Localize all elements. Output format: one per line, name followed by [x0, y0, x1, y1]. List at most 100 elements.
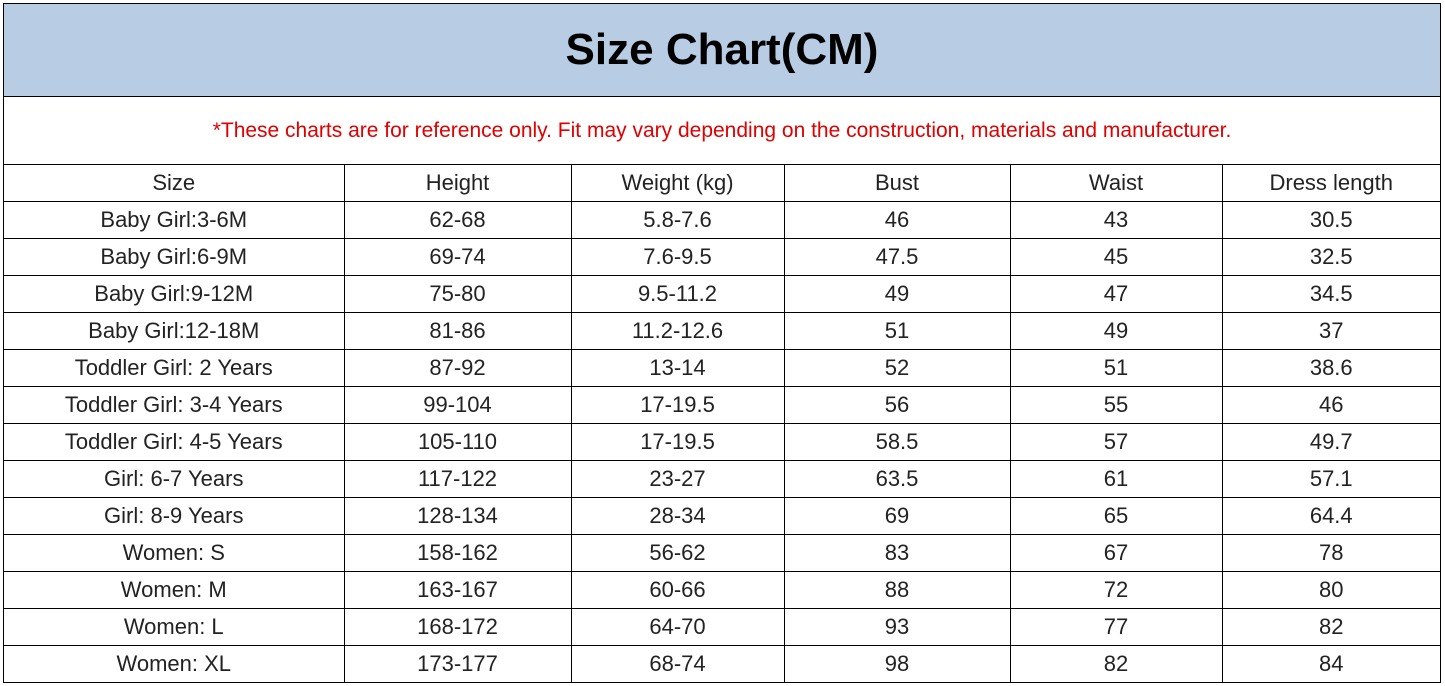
cell: Toddler Girl: 2 Years: [4, 349, 345, 387]
cell: Women: S: [4, 534, 345, 572]
cell: Baby Girl:3-6M: [4, 201, 345, 239]
header-cell: Size: [4, 165, 345, 202]
cell: 63.5: [783, 460, 1011, 498]
cell: 78: [1221, 534, 1440, 572]
cell: 45: [1009, 238, 1223, 276]
cell: 72: [1009, 571, 1223, 609]
size-chart: Size Chart(CM) *These charts are for ref…: [3, 3, 1441, 683]
cell: Toddler Girl: 3-4 Years: [4, 386, 345, 424]
cell: 84: [1221, 645, 1440, 682]
cell: 98: [783, 645, 1011, 682]
cell: 62-68: [343, 201, 572, 239]
cell: 49: [1009, 312, 1223, 350]
cell: 60-66: [570, 571, 785, 609]
cell: 83: [783, 534, 1011, 572]
cell: Baby Girl:12-18M: [4, 312, 345, 350]
cell: 56-62: [570, 534, 785, 572]
cell: 57: [1009, 423, 1223, 461]
cell: 117-122: [343, 460, 572, 498]
cell: Baby Girl:6-9M: [4, 238, 345, 276]
header-row: Size Height Weight (kg) Bust Waist Dress leng…: [4, 165, 1440, 202]
cell: 28-34: [570, 497, 785, 535]
cell: 168-172: [343, 608, 572, 646]
note: *These charts are for reference only. Fi…: [4, 97, 1440, 165]
cell: 173-177: [343, 645, 572, 682]
cell: 46: [783, 201, 1011, 239]
data-row: Toddler Girl: 2 Years 87-92 13-14 52 51 38.6: [4, 349, 1440, 387]
cell: 68-74: [570, 645, 785, 682]
cell: 77: [1009, 608, 1223, 646]
cell: 13-14: [570, 349, 785, 387]
cell: 38.6: [1221, 349, 1440, 387]
cell: Toddler Girl: 4-5 Years: [4, 423, 345, 461]
cell: 80: [1221, 571, 1440, 609]
cell: 47: [1009, 275, 1223, 313]
title: Size Chart(CM): [4, 4, 1440, 97]
data-row: Girl: 8-9 Years 128-134 28-34 69 65 64.4: [4, 497, 1440, 535]
cell: 17-19.5: [570, 423, 785, 461]
cell: 75-80: [343, 275, 572, 313]
data-row: Women: M 163-167 60-66 88 72 80: [4, 571, 1440, 609]
data-row: Women: XL 173-177 68-74 98 82 84: [4, 645, 1440, 682]
cell: 128-134: [343, 497, 572, 535]
data-row: Baby Girl:12-18M 81-86 11.2-12.6 51 49 37: [4, 312, 1440, 350]
cell: 67: [1009, 534, 1223, 572]
cell: 64-70: [570, 608, 785, 646]
cell: 17-19.5: [570, 386, 785, 424]
cell: 61: [1009, 460, 1223, 498]
cell: 11.2-12.6: [570, 312, 785, 350]
cell: 46: [1221, 386, 1440, 424]
cell: 158-162: [343, 534, 572, 572]
cell: 47.5: [783, 238, 1011, 276]
cell: 82: [1009, 645, 1223, 682]
cell: Girl: 6-7 Years: [4, 460, 345, 498]
header-cell: Waist: [1009, 165, 1223, 202]
cell: 23-27: [570, 460, 785, 498]
data-row: Baby Girl:9-12M 75-80 9.5-11.2 49 47 34.5: [4, 275, 1440, 313]
header-cell: Bust: [783, 165, 1011, 202]
cell: 34.5: [1221, 275, 1440, 313]
cell: 81-86: [343, 312, 572, 350]
cell: 69-74: [343, 238, 572, 276]
cell: 43: [1009, 201, 1223, 239]
data-row: Girl: 6-7 Years 117-122 23-27 63.5 61 57.1: [4, 460, 1440, 498]
cell: 51: [1009, 349, 1223, 387]
data-row: Baby Girl:3-6M 62-68 5.8-7.6 46 43 30.5: [4, 201, 1440, 239]
cell: 30.5: [1221, 201, 1440, 239]
cell: 49.7: [1221, 423, 1440, 461]
cell: 49: [783, 275, 1011, 313]
cell: 93: [783, 608, 1011, 646]
cell: 82: [1221, 608, 1440, 646]
cell: 55: [1009, 386, 1223, 424]
cell: 58.5: [783, 423, 1011, 461]
cell: 163-167: [343, 571, 572, 609]
cell: 5.8-7.6: [570, 201, 785, 239]
cell: Women: XL: [4, 645, 345, 682]
cell: Women: M: [4, 571, 345, 609]
data-row: Toddler Girl: 4-5 Years 105-110 17-19.5 58.…: [4, 423, 1440, 461]
cell: 64.4: [1221, 497, 1440, 535]
cell: 57.1: [1221, 460, 1440, 498]
cell: 9.5-11.2: [570, 275, 785, 313]
cell: 32.5: [1221, 238, 1440, 276]
cell: 99-104: [343, 386, 572, 424]
cell: 65: [1009, 497, 1223, 535]
cell: 88: [783, 571, 1011, 609]
cell: 52: [783, 349, 1011, 387]
cell: Girl: 8-9 Years: [4, 497, 345, 535]
header-cell: Dress length: [1221, 165, 1440, 202]
cell: 87-92: [343, 349, 572, 387]
cell: 105-110: [343, 423, 572, 461]
data-row: Toddler Girl: 3-4 Years 99-104 17-19.5 56 55…: [4, 386, 1440, 424]
header-cell: Weight (kg): [570, 165, 785, 202]
size-table: Size Height Weight (kg) Bust Waist Dress leng…: [4, 165, 1440, 682]
data-row: Women: S 158-162 56-62 83 67 78: [4, 534, 1440, 572]
cell: 37: [1221, 312, 1440, 350]
cell: 7.6-9.5: [570, 238, 785, 276]
cell: 51: [783, 312, 1011, 350]
cell: Women: L: [4, 608, 345, 646]
data-row: Women: L 168-172 64-70 93 77 82: [4, 608, 1440, 646]
header-cell: Height: [343, 165, 572, 202]
cell: 69: [783, 497, 1011, 535]
